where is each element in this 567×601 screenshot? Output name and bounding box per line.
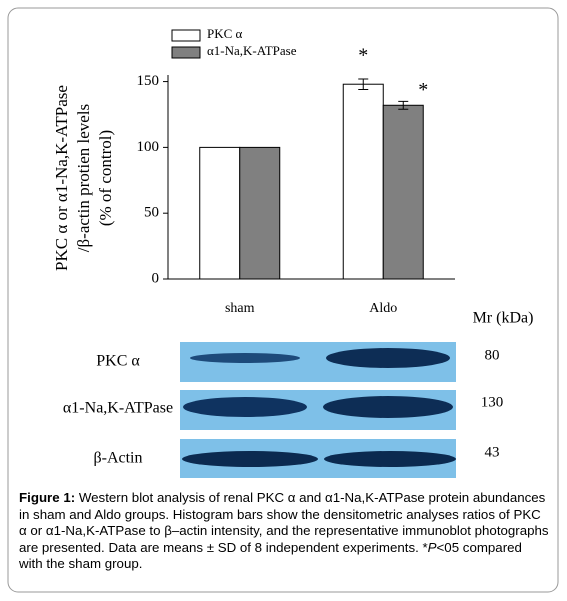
y-axis-label: (% of control) — [96, 130, 115, 226]
caption-label: Figure 1: — [19, 490, 76, 505]
significance-mark: * — [418, 79, 428, 101]
blot-header: Mr (kDa) — [473, 310, 534, 327]
blot-mr: 43 — [485, 444, 500, 460]
blot-mr: 130 — [481, 394, 504, 410]
caption-text: Western blot analysis of renal PKC α and… — [19, 490, 549, 555]
blot-label: PKC α — [96, 353, 140, 370]
y-tick-label: 100 — [137, 139, 160, 155]
bar — [342, 83, 384, 280]
blot-image — [180, 342, 456, 478]
error-bar — [358, 78, 369, 90]
y-axis-label: /β-actin protien levels — [74, 104, 93, 252]
blot-label: α1-Na,K-ATPase — [63, 400, 173, 417]
bar — [239, 146, 281, 280]
legend-label: PKC α — [207, 26, 243, 41]
x-tick-label: Aldo — [369, 301, 397, 316]
legend-swatch — [171, 46, 201, 59]
significance-mark: * — [358, 45, 368, 67]
bar — [199, 146, 241, 280]
legend-label: α1-Na,K-ATPase — [207, 43, 297, 58]
blot-mr: 80 — [485, 347, 500, 363]
y-axis-label: PKC α or α1-Na,K-ATPase — [52, 85, 71, 271]
x-tick-label: sham — [225, 301, 255, 316]
y-tick-label: 150 — [137, 73, 160, 89]
caption-italic: P — [427, 539, 437, 555]
legend-swatch — [171, 29, 201, 42]
bar — [382, 104, 424, 280]
figure-border — [7, 7, 559, 593]
caption: Figure 1: Western blot analysis of renal… — [19, 490, 549, 573]
y-tick-label: 50 — [144, 205, 159, 221]
y-tick-label: 0 — [152, 270, 160, 286]
blot-label: β-Actin — [93, 450, 142, 467]
caption-tail: <05 compared with the sham group. — [19, 539, 522, 572]
error-bar — [398, 100, 409, 110]
